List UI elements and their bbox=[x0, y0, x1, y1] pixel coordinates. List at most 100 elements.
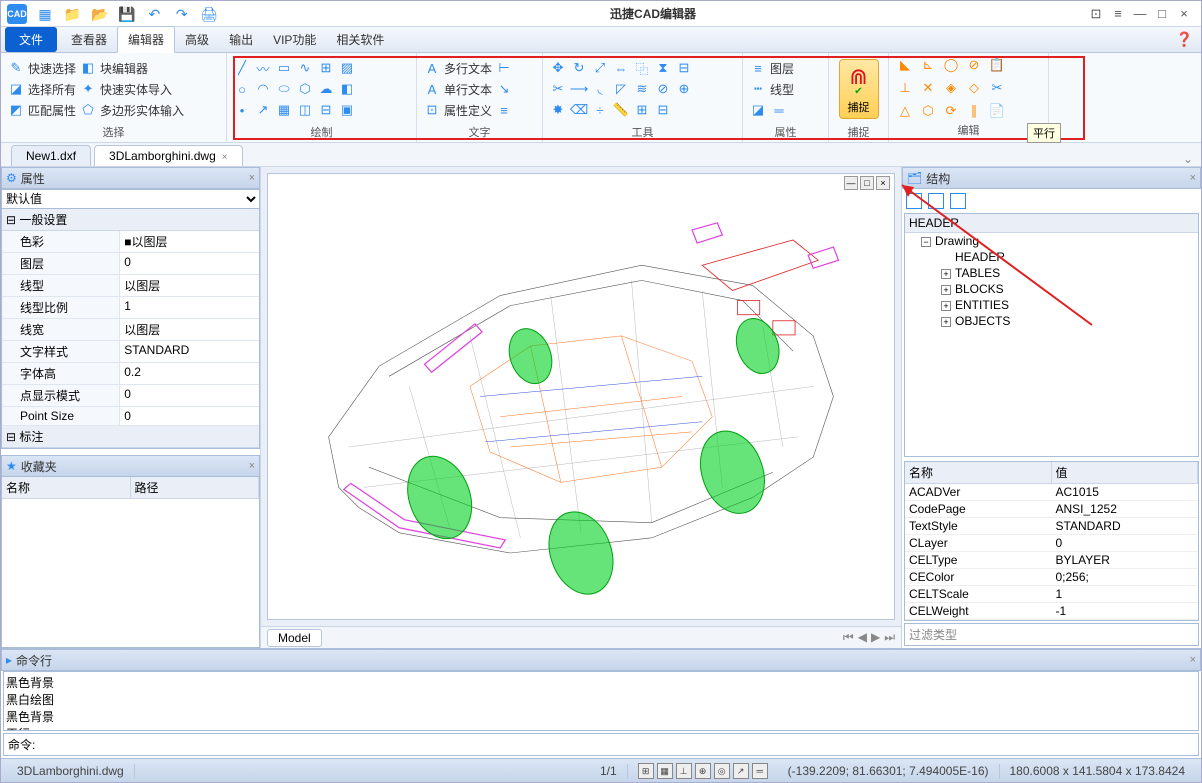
align-icon[interactable]: ⊟ bbox=[675, 59, 693, 77]
vp-min-icon[interactable]: — bbox=[844, 176, 858, 190]
vp-close-icon[interactable]: × bbox=[876, 176, 890, 190]
property-row[interactable]: 图层0 bbox=[2, 253, 259, 275]
menu-output[interactable]: 输出 bbox=[219, 27, 263, 52]
cut-icon[interactable]: ✂ bbox=[987, 78, 1007, 98]
match-props-icon[interactable]: ◩ bbox=[7, 101, 25, 119]
property-row[interactable]: 线型以图层 bbox=[2, 275, 259, 297]
offset-icon[interactable]: ≋ bbox=[633, 80, 651, 98]
polar-mode-icon[interactable]: ⊕ bbox=[695, 763, 711, 779]
ray-icon[interactable]: ↗ bbox=[254, 101, 272, 119]
ellipse-icon[interactable]: ⬭ bbox=[275, 80, 293, 98]
menu-advanced[interactable]: 高级 bbox=[175, 27, 219, 52]
ungroup-icon[interactable]: ⊟ bbox=[654, 101, 672, 119]
style-icon[interactable]: ≡ bbox=[495, 101, 513, 119]
qat-redo-icon[interactable]: ↷ bbox=[173, 5, 191, 23]
clipboard-icon[interactable]: 📋 bbox=[987, 55, 1007, 75]
structure-tree[interactable]: HEADER −Drawing HEADER+TABLES+BLOCKS+ENT… bbox=[904, 213, 1199, 457]
hatch2-icon[interactable]: ▦ bbox=[275, 101, 293, 119]
property-row[interactable]: Point Size0 bbox=[2, 407, 259, 426]
view-mode3-icon[interactable] bbox=[950, 193, 966, 209]
layout-prev-icon[interactable]: ◀ bbox=[858, 630, 867, 645]
command-input[interactable] bbox=[39, 736, 1198, 754]
trim-icon[interactable]: ✂ bbox=[549, 80, 567, 98]
tree-node[interactable]: HEADER bbox=[905, 249, 1198, 265]
color-icon[interactable]: ◪ bbox=[749, 101, 767, 119]
close-icon[interactable]: × bbox=[1173, 6, 1195, 21]
kv-col-name[interactable]: 名称 bbox=[905, 462, 1052, 483]
table-icon[interactable]: ⊟ bbox=[317, 101, 335, 119]
mirror-icon[interactable]: ⧗ bbox=[654, 59, 672, 77]
attribute-row[interactable]: ACADVerAC1015 bbox=[905, 484, 1198, 501]
filter-input[interactable]: 过滤类型 bbox=[904, 623, 1199, 646]
spline-icon[interactable]: ∿ bbox=[296, 59, 314, 77]
group-icon[interactable]: ⊞ bbox=[633, 101, 651, 119]
scale-icon[interactable]: ⤢ bbox=[591, 59, 609, 77]
break-icon[interactable]: ⊘ bbox=[654, 80, 672, 98]
qat-grid-icon[interactable]: ▦ bbox=[36, 5, 54, 23]
boundary-icon[interactable]: ◧ bbox=[338, 80, 356, 98]
snap-par-icon[interactable]: ∥ bbox=[964, 101, 984, 121]
snap-button[interactable]: ⋒ ✔ 捕捉 bbox=[839, 59, 879, 119]
attdef-label[interactable]: 属性定义 bbox=[444, 102, 492, 119]
property-row[interactable]: 点显示模式0 bbox=[2, 385, 259, 407]
match-props-label[interactable]: 匹配属性 bbox=[28, 102, 76, 119]
lwt-mode-icon[interactable]: ═ bbox=[752, 763, 768, 779]
lweight-icon[interactable]: ═ bbox=[770, 101, 788, 119]
rotate-icon[interactable]: ↻ bbox=[570, 59, 588, 77]
properties-section-dimension[interactable]: ⊟ 标注 bbox=[2, 426, 259, 448]
vp-max-icon[interactable]: □ bbox=[860, 176, 874, 190]
otrack-mode-icon[interactable]: ↗ bbox=[733, 763, 749, 779]
stretch-icon[interactable]: ⇔ bbox=[612, 59, 630, 77]
command-history[interactable]: 黑色背景黑白绘图黑色背景平行 bbox=[3, 671, 1199, 731]
fillet-icon[interactable]: ◟ bbox=[591, 80, 609, 98]
attribute-row[interactable]: TextStyleSTANDARD bbox=[905, 518, 1198, 535]
file-tab-new1[interactable]: New1.dxf bbox=[11, 145, 91, 166]
property-row[interactable]: 线型比例1 bbox=[2, 297, 259, 319]
qat-undo-icon[interactable]: ↶ bbox=[145, 5, 163, 23]
command-close-icon[interactable]: × bbox=[1190, 654, 1196, 666]
ortho-mode-icon[interactable]: ⊥ bbox=[676, 763, 692, 779]
qat-print-icon[interactable]: 🖨 bbox=[200, 5, 218, 23]
property-row[interactable]: 文字样式STANDARD bbox=[2, 341, 259, 363]
snap-cen-icon[interactable]: ◯ bbox=[941, 55, 961, 75]
tree-root[interactable]: −Drawing bbox=[905, 233, 1198, 249]
attribute-row[interactable]: CELWeight-1 bbox=[905, 603, 1198, 620]
layout-next-icon[interactable]: ▶ bbox=[871, 630, 880, 645]
array-icon[interactable]: ⊞ bbox=[317, 59, 335, 77]
menu-icon[interactable]: ≡ bbox=[1107, 6, 1129, 21]
snap-tan-icon[interactable]: ⊘ bbox=[964, 55, 984, 75]
block-editor-label[interactable]: 块编辑器 bbox=[100, 60, 148, 77]
properties-section-general[interactable]: ⊟ 一般设置 bbox=[2, 209, 259, 231]
stext-icon[interactable]: A bbox=[423, 80, 441, 98]
snap-quad-icon[interactable]: ◇ bbox=[964, 78, 984, 98]
layout-first-icon[interactable]: ⏮ bbox=[843, 630, 854, 645]
quick-entity-label[interactable]: 快速实体导入 bbox=[100, 81, 172, 98]
grid-mode-icon[interactable]: ▦ bbox=[657, 763, 673, 779]
copy-icon[interactable]: ⿻ bbox=[633, 59, 651, 77]
move-icon[interactable]: ✥ bbox=[549, 59, 567, 77]
qat-save-icon[interactable]: 💾 bbox=[118, 5, 136, 23]
qat-open-icon[interactable]: 📁 bbox=[63, 5, 81, 23]
menu-editor[interactable]: 编辑器 bbox=[117, 26, 175, 53]
snap-near-icon[interactable]: ◈ bbox=[941, 78, 961, 98]
region-icon[interactable]: ◫ bbox=[296, 101, 314, 119]
snap-ext-icon[interactable]: ⟳ bbox=[941, 101, 961, 121]
help-icon[interactable]: ❓ bbox=[1176, 31, 1193, 48]
block-editor-icon[interactable]: ◧ bbox=[79, 59, 97, 77]
tree-node[interactable]: +OBJECTS bbox=[905, 313, 1198, 329]
snap-ins-icon[interactable]: ⬡ bbox=[918, 101, 938, 121]
polygon-entity-icon[interactable]: ⬠ bbox=[79, 101, 97, 119]
snap-perp-icon[interactable]: ⊥ bbox=[895, 78, 915, 98]
layout-last-icon[interactable]: ⏭ bbox=[884, 630, 895, 645]
polyline-icon[interactable]: 〰 bbox=[254, 59, 272, 77]
leader-icon[interactable]: ↘ bbox=[495, 80, 513, 98]
properties-close-icon[interactable]: × bbox=[249, 172, 255, 184]
file-tab-lambo[interactable]: 3DLamborghini.dwg× bbox=[94, 145, 243, 166]
menu-file[interactable]: 文件 bbox=[5, 27, 57, 52]
osnap-mode-icon[interactable]: ◎ bbox=[714, 763, 730, 779]
layer-label[interactable]: 图层 bbox=[770, 60, 794, 77]
select-all-label[interactable]: 选择所有 bbox=[28, 81, 76, 98]
circle-icon[interactable]: ○ bbox=[233, 80, 251, 98]
stext-label[interactable]: 单行文本 bbox=[444, 81, 492, 98]
rect-icon[interactable]: ▭ bbox=[275, 59, 293, 77]
